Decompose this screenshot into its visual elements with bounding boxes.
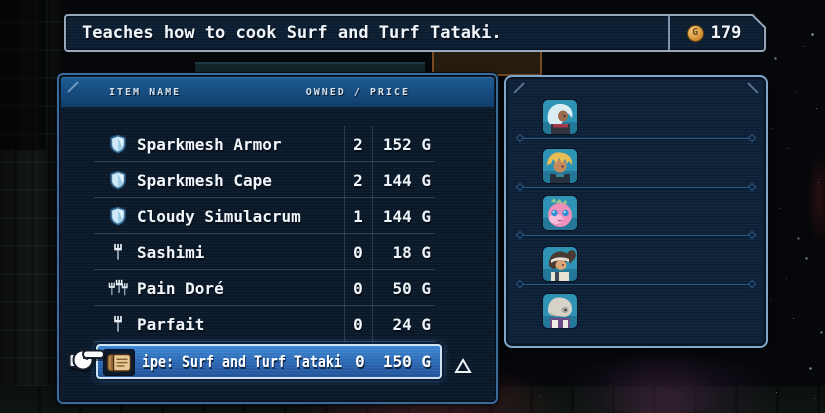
shop-item-row[interactable]: Cloudy Simulacrum 1 144 G [94, 198, 435, 234]
hand-cursor-icon [68, 343, 106, 377]
shop-item-row[interactable]: Sashimi 0 18 G [94, 234, 435, 270]
forks-icon [103, 279, 133, 298]
background-nebula-purple [555, 348, 785, 413]
item-owned-count: 2 [353, 170, 363, 190]
corner-notch [513, 82, 525, 94]
fork-icon [103, 315, 133, 333]
corner-notch [747, 82, 759, 94]
ponytail-character-portrait [543, 247, 577, 281]
shop-item-row[interactable]: Parfait 0 24 G [94, 306, 435, 342]
shop-item-row[interactable]: Pain Doré 0 50 G [94, 270, 435, 306]
item-owned-count: 0 [353, 242, 363, 262]
item-name: Sashimi [137, 242, 205, 262]
item-price: 50 G [392, 278, 431, 298]
shield-icon [103, 206, 133, 226]
item-description-text: Teaches how to cook Surf and Turf Tataki… [82, 23, 502, 43]
item-name: Pain Doré [137, 278, 224, 298]
column-separator [344, 126, 345, 342]
shop-item-row[interactable]: Sparkmesh Cape 2 144 G [94, 162, 435, 198]
shield-icon [103, 170, 133, 190]
item-name: Parfait [137, 314, 205, 334]
blond-haired-character-portrait [543, 149, 577, 183]
item-name: ipe: Surf and Turf Tataki [142, 352, 342, 371]
shop-item-list: Sparkmesh Armor 2 152 G Sparkmesh Cape 2… [94, 126, 435, 342]
item-price: 18 G [392, 242, 431, 262]
item-owned-count: 0 [353, 278, 363, 298]
item-price: 152 G [382, 134, 431, 154]
party-panel [504, 75, 768, 348]
item-name: Sparkmesh Armor [137, 134, 282, 154]
shop-item-row[interactable]: Sparkmesh Armor 2 152 G [94, 126, 435, 162]
gold-amount: 179 [710, 23, 742, 43]
item-owned-count: 1 [353, 206, 363, 226]
pink-creature-portrait [543, 196, 577, 230]
shield-icon [103, 134, 133, 154]
background-shadow [0, 0, 46, 150]
party-divider [519, 235, 753, 236]
background-ring-structure [575, 352, 745, 413]
item-description-bar: Teaches how to cook Surf and Turf Tataki… [64, 14, 766, 52]
grey-creature-portrait [543, 294, 577, 328]
divider [668, 16, 670, 50]
starfield [0, 0, 1, 1]
item-name: Sparkmesh Cape [137, 170, 272, 190]
column-header-owned-price: OWNED / PRICE [305, 86, 410, 98]
item-name: Cloudy Simulacrum [137, 206, 301, 226]
column-separator [372, 126, 373, 342]
recipe-scroll-icon [106, 353, 132, 372]
item-icon-slot [103, 349, 135, 376]
shop-list-panel: ITEM NAME OWNED / PRICE Sparkmesh Armor … [57, 73, 498, 404]
shop-list-header: ITEM NAME OWNED / PRICE [61, 77, 494, 108]
item-owned-count: 0 [353, 314, 363, 334]
item-owned-count: 2 [353, 134, 363, 154]
party-divider [519, 187, 753, 188]
party-divider [519, 138, 753, 139]
item-price: 144 G [382, 170, 431, 190]
background-nebula-edge [807, 150, 825, 246]
fork-icon [103, 243, 133, 261]
wallet: G 179 [672, 16, 756, 50]
item-price: 24 G [392, 314, 431, 334]
corner-notch [67, 81, 79, 93]
item-price: 144 G [382, 206, 431, 226]
item-price: 150 G [382, 352, 431, 371]
scroll-up-triangle-icon [454, 357, 472, 379]
gold-coin-icon: G [687, 25, 704, 42]
party-divider [519, 284, 753, 285]
white-haired-character-portrait [543, 100, 577, 134]
shop-item-row-selected[interactable]: ipe: Surf and Turf Tataki 0 150 G [96, 344, 442, 379]
column-header-item-name: ITEM NAME [109, 86, 182, 98]
item-owned-count: 0 [355, 352, 365, 371]
